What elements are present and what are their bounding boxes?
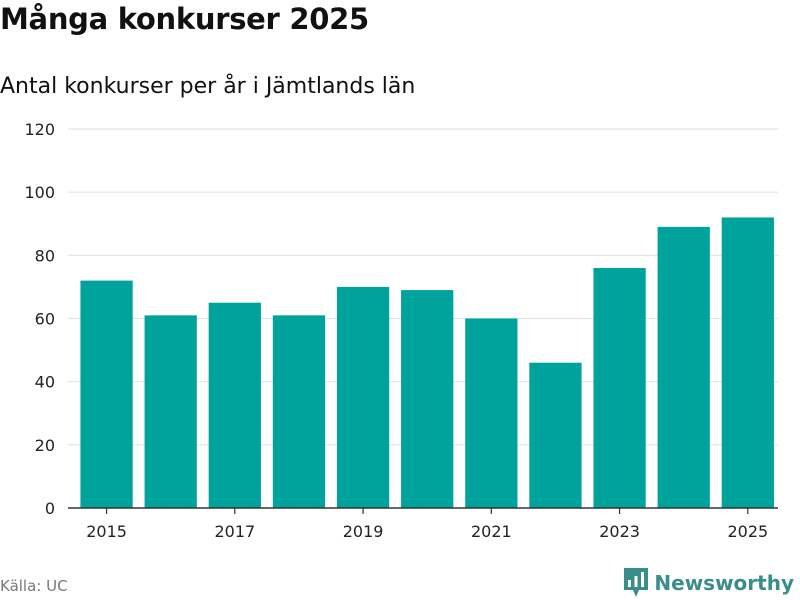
bar-2017 bbox=[208, 302, 261, 508]
bar-2023 bbox=[593, 267, 646, 508]
bars bbox=[80, 217, 774, 509]
x-tick-label: 2021 bbox=[471, 522, 512, 541]
x-tick-label: 2015 bbox=[86, 522, 127, 541]
x-tick-label: 2017 bbox=[214, 522, 255, 541]
y-tick-label: 80 bbox=[35, 246, 55, 265]
source-note: Källa: UC bbox=[0, 577, 68, 595]
y-tick-label: 40 bbox=[35, 373, 55, 392]
brand-logo: Newsworthy bbox=[624, 568, 794, 598]
chart-title: Många konkurser 2025 bbox=[0, 2, 369, 36]
bar-2016 bbox=[144, 315, 197, 508]
brand-name: Newsworthy bbox=[654, 571, 794, 595]
bar-2018 bbox=[272, 315, 326, 508]
y-tick-label: 60 bbox=[35, 310, 55, 329]
axes: 0 20 40 60 80 100 120 2015 2017 2019 2021 2023 2025 bbox=[24, 120, 778, 541]
x-tick-label: 2019 bbox=[343, 522, 384, 541]
bar-2019 bbox=[336, 286, 390, 508]
y-tick-label: 120 bbox=[24, 120, 55, 139]
bar-2024 bbox=[657, 226, 710, 509]
bar-chart: 0 20 40 60 80 100 120 2015 2017 2019 2021 2023 2025 bbox=[24, 120, 778, 541]
bar-2020 bbox=[401, 290, 454, 508]
x-tick-label: 2025 bbox=[727, 522, 768, 541]
bar-2015 bbox=[80, 280, 133, 508]
bar-2021 bbox=[465, 318, 518, 508]
chart-subtitle: Antal konkurser per år i Jämtlands län bbox=[0, 74, 416, 99]
newsworthy-logo-icon bbox=[624, 568, 649, 597]
y-tick-label: 0 bbox=[45, 499, 55, 518]
x-tick-label: 2023 bbox=[599, 522, 640, 541]
y-tick-label: 100 bbox=[24, 183, 55, 202]
y-tick-label: 20 bbox=[35, 436, 55, 455]
bar-2025 bbox=[721, 217, 774, 508]
bar-2022 bbox=[529, 362, 582, 508]
